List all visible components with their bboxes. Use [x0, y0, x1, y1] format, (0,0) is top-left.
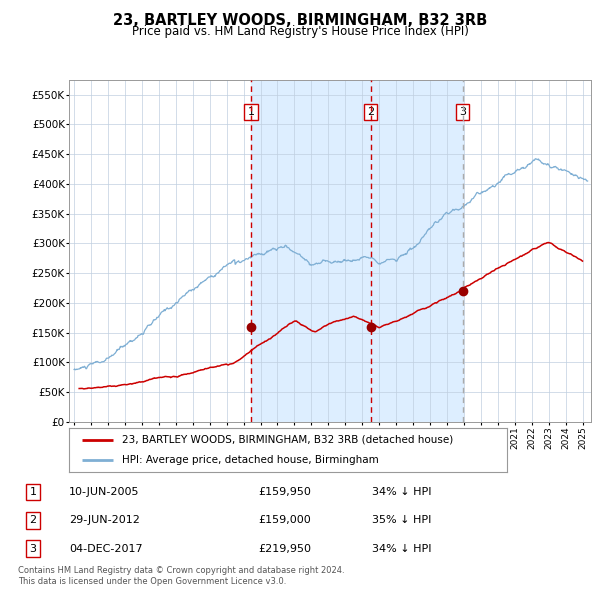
Text: 34% ↓ HPI: 34% ↓ HPI — [372, 544, 431, 553]
Text: HPI: Average price, detached house, Birmingham: HPI: Average price, detached house, Birm… — [122, 455, 379, 465]
Text: £159,950: £159,950 — [258, 487, 311, 497]
Text: This data is licensed under the Open Government Licence v3.0.: This data is licensed under the Open Gov… — [18, 577, 286, 586]
Text: 34% ↓ HPI: 34% ↓ HPI — [372, 487, 431, 497]
Text: 04-DEC-2017: 04-DEC-2017 — [69, 544, 143, 553]
Text: 35% ↓ HPI: 35% ↓ HPI — [372, 516, 431, 525]
Text: 2: 2 — [29, 516, 37, 525]
Text: 23, BARTLEY WOODS, BIRMINGHAM, B32 3RB (detached house): 23, BARTLEY WOODS, BIRMINGHAM, B32 3RB (… — [122, 435, 453, 445]
Text: 1: 1 — [248, 107, 254, 117]
Bar — [251, 80, 463, 422]
Text: Price paid vs. HM Land Registry's House Price Index (HPI): Price paid vs. HM Land Registry's House … — [131, 25, 469, 38]
Text: 10-JUN-2005: 10-JUN-2005 — [69, 487, 139, 497]
Text: 1: 1 — [29, 487, 37, 497]
Text: 3: 3 — [459, 107, 466, 117]
Text: 23, BARTLEY WOODS, BIRMINGHAM, B32 3RB: 23, BARTLEY WOODS, BIRMINGHAM, B32 3RB — [113, 13, 487, 28]
Text: £159,000: £159,000 — [258, 516, 311, 525]
Text: 3: 3 — [29, 544, 37, 553]
Text: £219,950: £219,950 — [258, 544, 311, 553]
Text: Contains HM Land Registry data © Crown copyright and database right 2024.: Contains HM Land Registry data © Crown c… — [18, 566, 344, 575]
Text: 2: 2 — [367, 107, 374, 117]
Text: 29-JUN-2012: 29-JUN-2012 — [69, 516, 140, 525]
